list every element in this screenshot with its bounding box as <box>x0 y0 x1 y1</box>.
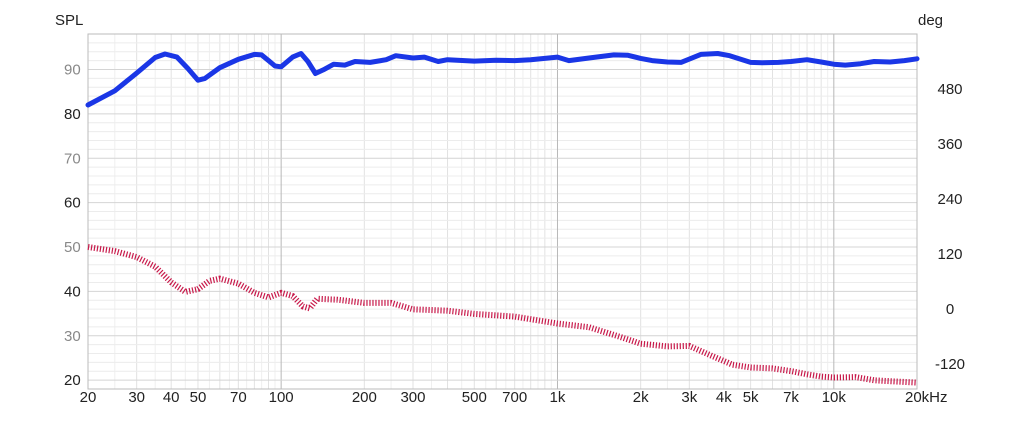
x-axis-tick-label: 2k <box>633 389 649 406</box>
right-axis-unit-label: deg <box>918 12 943 29</box>
right-axis-tick-label: -120 <box>935 356 965 373</box>
left-axis: 90 80 70 60 50 40 30 20 <box>64 62 81 390</box>
x-axis-tick-label: 7k <box>783 389 799 406</box>
x-axis-tick-label: 500 <box>462 389 487 406</box>
left-axis-tick-label: 60 <box>64 195 81 212</box>
x-axis-tick-label: 300 <box>400 389 425 406</box>
left-axis-tick-label: 50 <box>64 239 81 256</box>
left-axis-tick-label: 30 <box>64 328 81 345</box>
right-axis-tick-label: 360 <box>937 136 962 153</box>
left-axis-tick-label: 80 <box>64 106 81 123</box>
right-axis-tick-label: 240 <box>937 191 962 208</box>
x-axis-tick-label: 70 <box>230 389 247 406</box>
minor-gridlines <box>87 34 918 389</box>
left-axis-tick-label: 20 <box>64 372 81 389</box>
left-axis-tick-label: 40 <box>64 283 81 300</box>
left-axis-tick-label: 90 <box>64 62 81 79</box>
x-axis-tick-label: 100 <box>269 389 294 406</box>
x-axis-tick-label: 1k <box>550 389 566 406</box>
x-axis-tick-label: 20kHz <box>905 389 948 406</box>
right-axis-tick-label: 120 <box>937 246 962 263</box>
x-axis-tick-label: 40 <box>163 389 180 406</box>
bottom-axis: 20 30 40 50 70 100 200 300 500 700 1k 2k 3k 4k 5k 7k 10k… <box>80 389 948 406</box>
right-axis: 480 360 240 120 0 -120 <box>935 81 965 373</box>
left-axis-unit-label: SPL <box>55 12 83 29</box>
series-layer <box>85 51 920 386</box>
x-axis-tick-label: 30 <box>128 389 145 406</box>
x-axis-tick-label: 200 <box>352 389 377 406</box>
x-axis-tick-label: 700 <box>502 389 527 406</box>
plot-frame <box>87 33 918 390</box>
x-axis-tick-label: 20 <box>80 389 97 406</box>
x-axis-tick-label: 5k <box>743 389 759 406</box>
right-axis-tick-label: 0 <box>946 301 954 318</box>
right-axis-tick-label: 480 <box>937 81 962 98</box>
left-axis-tick-label: 70 <box>64 150 81 167</box>
x-axis-tick-label: 4k <box>716 389 732 406</box>
x-axis-tick-label: 3k <box>681 389 697 406</box>
major-gridlines <box>88 34 917 389</box>
spl-series-line <box>85 51 920 108</box>
x-axis-tick-label: 50 <box>190 389 207 406</box>
x-axis-tick-label: 10k <box>822 389 847 406</box>
